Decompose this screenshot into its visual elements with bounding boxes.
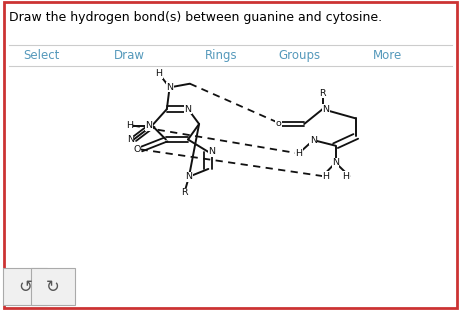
- Text: ↻: ↻: [46, 278, 60, 296]
- Text: N: N: [184, 104, 191, 114]
- Text: o: o: [275, 119, 281, 129]
- Text: ↺: ↺: [18, 278, 32, 296]
- Text: H: H: [342, 171, 349, 181]
- Text: O: O: [133, 145, 141, 154]
- Text: Rings: Rings: [205, 49, 237, 62]
- Text: Draw the hydrogen bond(s) between guanine and cytosine.: Draw the hydrogen bond(s) between guanin…: [9, 11, 383, 24]
- Text: H: H: [155, 69, 163, 78]
- Text: N: N: [185, 172, 192, 181]
- Text: Draw: Draw: [114, 49, 145, 62]
- Text: H: H: [323, 171, 329, 181]
- Text: H: H: [295, 149, 302, 158]
- Text: N: N: [208, 147, 215, 157]
- Text: Groups: Groups: [279, 49, 320, 62]
- Text: N: N: [323, 104, 329, 114]
- Text: N: N: [310, 135, 317, 145]
- FancyBboxPatch shape: [3, 268, 47, 305]
- Text: N: N: [145, 121, 152, 130]
- Text: More: More: [373, 49, 402, 62]
- Text: N: N: [166, 83, 173, 92]
- Text: Select: Select: [23, 49, 60, 62]
- Text: N: N: [332, 158, 339, 167]
- Text: R: R: [319, 88, 326, 98]
- Text: N: N: [127, 135, 134, 144]
- Text: R: R: [181, 188, 188, 197]
- Text: H: H: [126, 121, 133, 130]
- FancyBboxPatch shape: [31, 268, 75, 305]
